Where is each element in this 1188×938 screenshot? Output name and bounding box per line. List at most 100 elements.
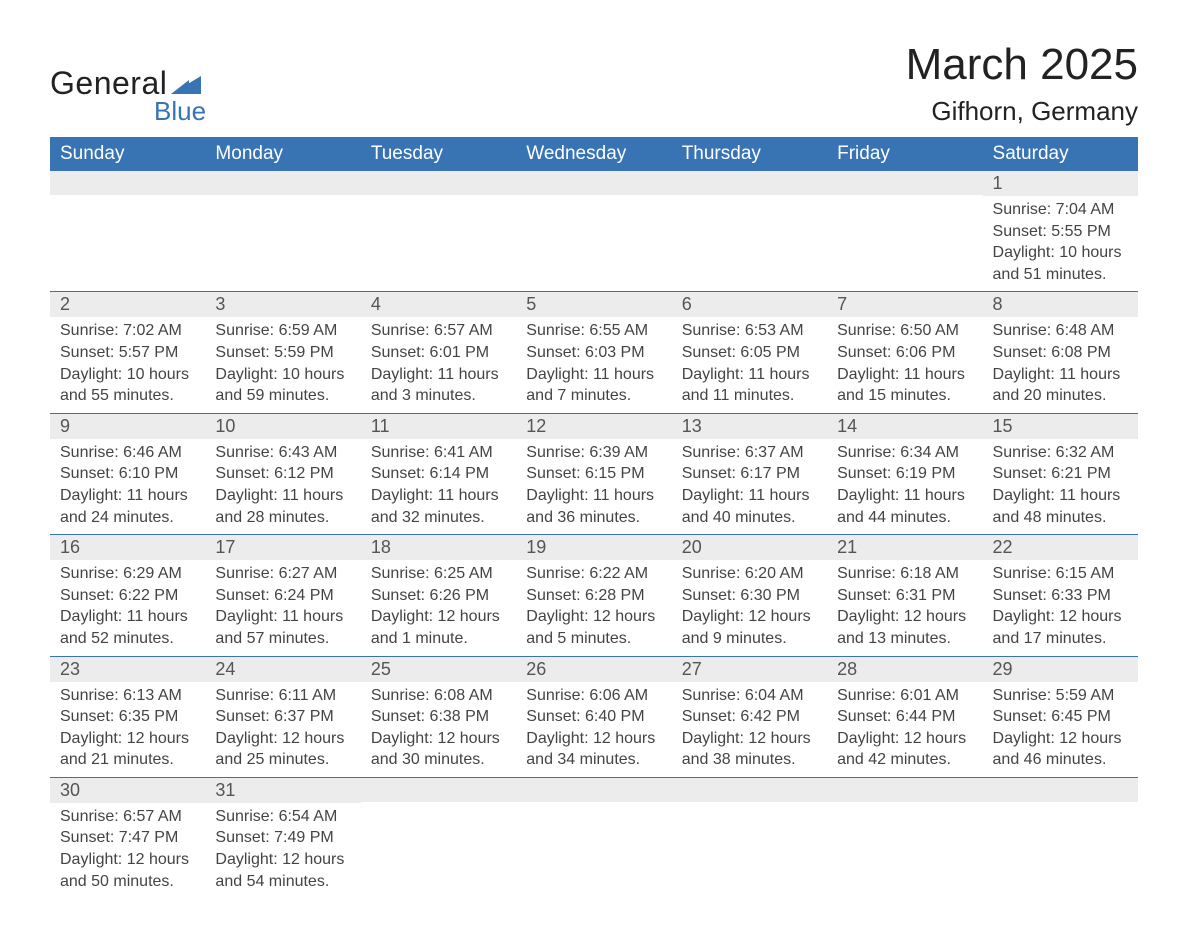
day-body: Sunrise: 6:22 AMSunset: 6:28 PMDaylight:… bbox=[516, 560, 671, 655]
calendar-week-row: 1Sunrise: 7:04 AMSunset: 5:55 PMDaylight… bbox=[50, 171, 1138, 292]
day-number: 25 bbox=[361, 657, 516, 682]
sunrise-line: Sunrise: 6:46 AM bbox=[60, 442, 195, 464]
calendar-empty-cell bbox=[516, 777, 671, 898]
day-body bbox=[50, 195, 205, 265]
day-number: 3 bbox=[205, 292, 360, 317]
day-body: Sunrise: 6:04 AMSunset: 6:42 PMDaylight:… bbox=[672, 682, 827, 777]
sunrise-line: Sunrise: 6:37 AM bbox=[682, 442, 817, 464]
sunrise-line: Sunrise: 6:06 AM bbox=[526, 685, 661, 707]
calendar-day-cell: 7Sunrise: 6:50 AMSunset: 6:06 PMDaylight… bbox=[827, 292, 982, 413]
day-number: 31 bbox=[205, 778, 360, 803]
day-number: 23 bbox=[50, 657, 205, 682]
calendar-day-cell: 10Sunrise: 6:43 AMSunset: 6:12 PMDayligh… bbox=[205, 413, 360, 534]
day-number: 24 bbox=[205, 657, 360, 682]
sunrise-line: Sunrise: 6:13 AM bbox=[60, 685, 195, 707]
daylight-line: Daylight: 11 hours and 24 minutes. bbox=[60, 485, 195, 528]
weekday-header: Sunday bbox=[50, 137, 205, 171]
calendar-week-row: 23Sunrise: 6:13 AMSunset: 6:35 PMDayligh… bbox=[50, 656, 1138, 777]
sunset-line: Sunset: 6:42 PM bbox=[682, 706, 817, 728]
sunrise-line: Sunrise: 6:04 AM bbox=[682, 685, 817, 707]
sunset-line: Sunset: 6:15 PM bbox=[526, 463, 661, 485]
sunrise-line: Sunrise: 7:02 AM bbox=[60, 320, 195, 342]
calendar-head: SundayMondayTuesdayWednesdayThursdayFrid… bbox=[50, 137, 1138, 171]
sunset-line: Sunset: 6:22 PM bbox=[60, 585, 195, 607]
day-body bbox=[827, 195, 982, 265]
day-number: 1 bbox=[983, 171, 1138, 196]
sunrise-line: Sunrise: 7:04 AM bbox=[993, 199, 1128, 221]
day-body: Sunrise: 6:57 AMSunset: 6:01 PMDaylight:… bbox=[361, 317, 516, 412]
daylight-line: Daylight: 12 hours and 17 minutes. bbox=[993, 606, 1128, 649]
calendar-empty-cell bbox=[50, 171, 205, 292]
calendar-day-cell: 8Sunrise: 6:48 AMSunset: 6:08 PMDaylight… bbox=[983, 292, 1138, 413]
day-body: Sunrise: 7:04 AMSunset: 5:55 PMDaylight:… bbox=[983, 196, 1138, 291]
calendar-day-cell: 15Sunrise: 6:32 AMSunset: 6:21 PMDayligh… bbox=[983, 413, 1138, 534]
daylight-line: Daylight: 12 hours and 21 minutes. bbox=[60, 728, 195, 771]
weekday-header: Tuesday bbox=[361, 137, 516, 171]
daylight-line: Daylight: 10 hours and 59 minutes. bbox=[215, 364, 350, 407]
day-body: Sunrise: 6:54 AMSunset: 7:49 PMDaylight:… bbox=[205, 803, 360, 898]
sunset-line: Sunset: 6:35 PM bbox=[60, 706, 195, 728]
day-body: Sunrise: 7:02 AMSunset: 5:57 PMDaylight:… bbox=[50, 317, 205, 412]
daylight-line: Daylight: 11 hours and 40 minutes. bbox=[682, 485, 817, 528]
day-number: 17 bbox=[205, 535, 360, 560]
day-number bbox=[50, 171, 205, 195]
calendar-day-cell: 13Sunrise: 6:37 AMSunset: 6:17 PMDayligh… bbox=[672, 413, 827, 534]
daylight-line: Daylight: 11 hours and 7 minutes. bbox=[526, 364, 661, 407]
day-body: Sunrise: 6:59 AMSunset: 5:59 PMDaylight:… bbox=[205, 317, 360, 412]
daylight-line: Daylight: 11 hours and 36 minutes. bbox=[526, 485, 661, 528]
day-number: 6 bbox=[672, 292, 827, 317]
day-number: 27 bbox=[672, 657, 827, 682]
sunset-line: Sunset: 5:57 PM bbox=[60, 342, 195, 364]
calendar-empty-cell bbox=[827, 171, 982, 292]
sunrise-line: Sunrise: 6:39 AM bbox=[526, 442, 661, 464]
calendar-empty-cell bbox=[672, 171, 827, 292]
daylight-line: Daylight: 11 hours and 20 minutes. bbox=[993, 364, 1128, 407]
location-label: Gifhorn, Germany bbox=[906, 96, 1138, 127]
logo: General Blue bbox=[50, 65, 206, 127]
daylight-line: Daylight: 12 hours and 34 minutes. bbox=[526, 728, 661, 771]
day-body: Sunrise: 6:32 AMSunset: 6:21 PMDaylight:… bbox=[983, 439, 1138, 534]
day-number: 20 bbox=[672, 535, 827, 560]
day-number: 13 bbox=[672, 414, 827, 439]
day-body: Sunrise: 6:20 AMSunset: 6:30 PMDaylight:… bbox=[672, 560, 827, 655]
day-body bbox=[827, 802, 982, 872]
calendar-empty-cell bbox=[516, 171, 671, 292]
calendar-table: SundayMondayTuesdayWednesdayThursdayFrid… bbox=[50, 137, 1138, 898]
sunrise-line: Sunrise: 6:11 AM bbox=[215, 685, 350, 707]
sunset-line: Sunset: 6:40 PM bbox=[526, 706, 661, 728]
day-number bbox=[672, 171, 827, 195]
calendar-day-cell: 6Sunrise: 6:53 AMSunset: 6:05 PMDaylight… bbox=[672, 292, 827, 413]
sunset-line: Sunset: 6:38 PM bbox=[371, 706, 506, 728]
sunset-line: Sunset: 6:10 PM bbox=[60, 463, 195, 485]
sunset-line: Sunset: 6:19 PM bbox=[837, 463, 972, 485]
daylight-line: Daylight: 12 hours and 50 minutes. bbox=[60, 849, 195, 892]
calendar-day-cell: 16Sunrise: 6:29 AMSunset: 6:22 PMDayligh… bbox=[50, 535, 205, 656]
logo-word-blue: Blue bbox=[154, 96, 206, 127]
weekday-header: Thursday bbox=[672, 137, 827, 171]
calendar-day-cell: 9 Sunrise: 6:46 AMSunset: 6:10 PMDaylight… bbox=[50, 413, 205, 534]
calendar-day-cell: 12Sunrise: 6:39 AMSunset: 6:15 PMDayligh… bbox=[516, 413, 671, 534]
sunrise-line: Sunrise: 6:59 AM bbox=[215, 320, 350, 342]
day-body bbox=[672, 195, 827, 265]
weekday-header: Monday bbox=[205, 137, 360, 171]
weekday-header: Saturday bbox=[983, 137, 1138, 171]
day-number: 8 bbox=[983, 292, 1138, 317]
sunrise-line: Sunrise: 6:27 AM bbox=[215, 563, 350, 585]
day-body: Sunrise: 6:27 AMSunset: 6:24 PMDaylight:… bbox=[205, 560, 360, 655]
calendar-day-cell: 3Sunrise: 6:59 AMSunset: 5:59 PMDaylight… bbox=[205, 292, 360, 413]
day-number bbox=[516, 171, 671, 195]
daylight-line: Daylight: 12 hours and 9 minutes. bbox=[682, 606, 817, 649]
calendar-day-cell: 26Sunrise: 6:06 AMSunset: 6:40 PMDayligh… bbox=[516, 656, 671, 777]
day-number: 15 bbox=[983, 414, 1138, 439]
sunrise-line: Sunrise: 5:59 AM bbox=[993, 685, 1128, 707]
sunrise-line: Sunrise: 6:57 AM bbox=[371, 320, 506, 342]
day-number: 9 bbox=[50, 414, 205, 439]
daylight-line: Daylight: 11 hours and 52 minutes. bbox=[60, 606, 195, 649]
weekday-header: Wednesday bbox=[516, 137, 671, 171]
sunset-line: Sunset: 6:21 PM bbox=[993, 463, 1128, 485]
calendar-day-cell: 24Sunrise: 6:11 AMSunset: 6:37 PMDayligh… bbox=[205, 656, 360, 777]
sunset-line: Sunset: 6:12 PM bbox=[215, 463, 350, 485]
sunrise-line: Sunrise: 6:48 AM bbox=[993, 320, 1128, 342]
sunset-line: Sunset: 6:37 PM bbox=[215, 706, 350, 728]
calendar-week-row: 16Sunrise: 6:29 AMSunset: 6:22 PMDayligh… bbox=[50, 535, 1138, 656]
